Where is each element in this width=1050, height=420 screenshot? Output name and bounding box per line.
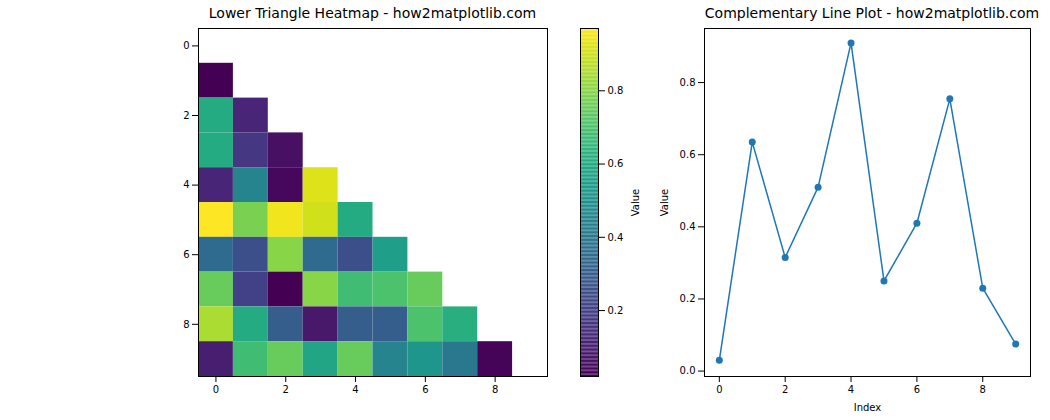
svg-text:Index: Index [854, 402, 882, 413]
svg-text:0.2: 0.2 [680, 293, 696, 304]
svg-text:2: 2 [283, 384, 289, 395]
svg-text:6: 6 [422, 384, 428, 395]
svg-text:0.4: 0.4 [680, 221, 696, 232]
svg-text:Value: Value [659, 189, 670, 216]
svg-text:0.6: 0.6 [680, 149, 696, 160]
svg-text:0.6: 0.6 [608, 158, 624, 169]
svg-text:2: 2 [782, 384, 788, 395]
svg-text:8: 8 [980, 384, 986, 395]
svg-text:Value: Value [630, 189, 641, 216]
svg-text:8: 8 [183, 319, 189, 330]
svg-text:0: 0 [716, 384, 722, 395]
svg-text:2: 2 [183, 110, 189, 121]
svg-text:6: 6 [183, 249, 189, 260]
svg-text:6: 6 [914, 384, 920, 395]
svg-text:0.2: 0.2 [608, 305, 624, 316]
svg-text:0.8: 0.8 [680, 77, 696, 88]
html-text:Lower Triangle Heatmap - how2m: Lower Triangle Heatmap - how2matplotlib.… [208, 5, 537, 21]
svg-text:0.8: 0.8 [608, 85, 624, 96]
html-text:Complementary Line Plot - how2: Complementary Line Plot - how2matplotlib… [704, 5, 1040, 21]
svg-text:0: 0 [213, 384, 219, 395]
svg-text:0.0: 0.0 [680, 365, 696, 376]
svg-text:0.4: 0.4 [608, 232, 624, 243]
svg-text:4: 4 [183, 179, 189, 190]
svg-text:4: 4 [848, 384, 854, 395]
svg-text:8: 8 [492, 384, 498, 395]
svg-text:0: 0 [183, 40, 189, 51]
svg-text:4: 4 [352, 384, 358, 395]
